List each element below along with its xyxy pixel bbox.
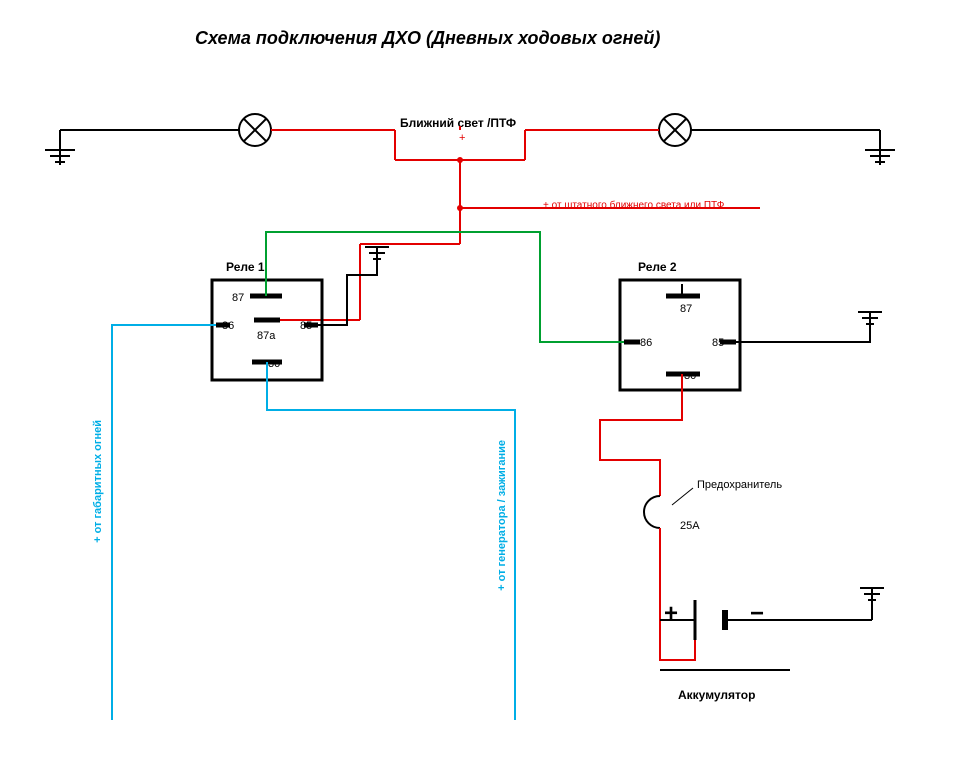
ground-icon [365,247,389,262]
ground-icon [858,312,882,327]
wire-cyan-generator [267,362,515,720]
ground-icon [860,588,884,603]
wires-black [60,130,880,150]
wire-cyan-parking [112,325,216,720]
lamp-icon [659,114,691,146]
wire-r2-85-gnd [736,327,870,342]
fuse-pointer [672,488,693,505]
fuse-icon [644,496,660,528]
wire-red-r2-fuse [600,374,682,496]
wires-red [271,126,760,320]
lamp-icon [239,114,271,146]
node-dot [457,157,463,163]
relay2-box [620,280,740,390]
node-dot [457,205,463,211]
ground-icon [45,150,75,165]
wire-r1-85-gnd [318,262,377,325]
schematic-svg [0,0,971,776]
ground-icon [865,150,895,165]
wire-red-fuse-bat [660,528,695,660]
